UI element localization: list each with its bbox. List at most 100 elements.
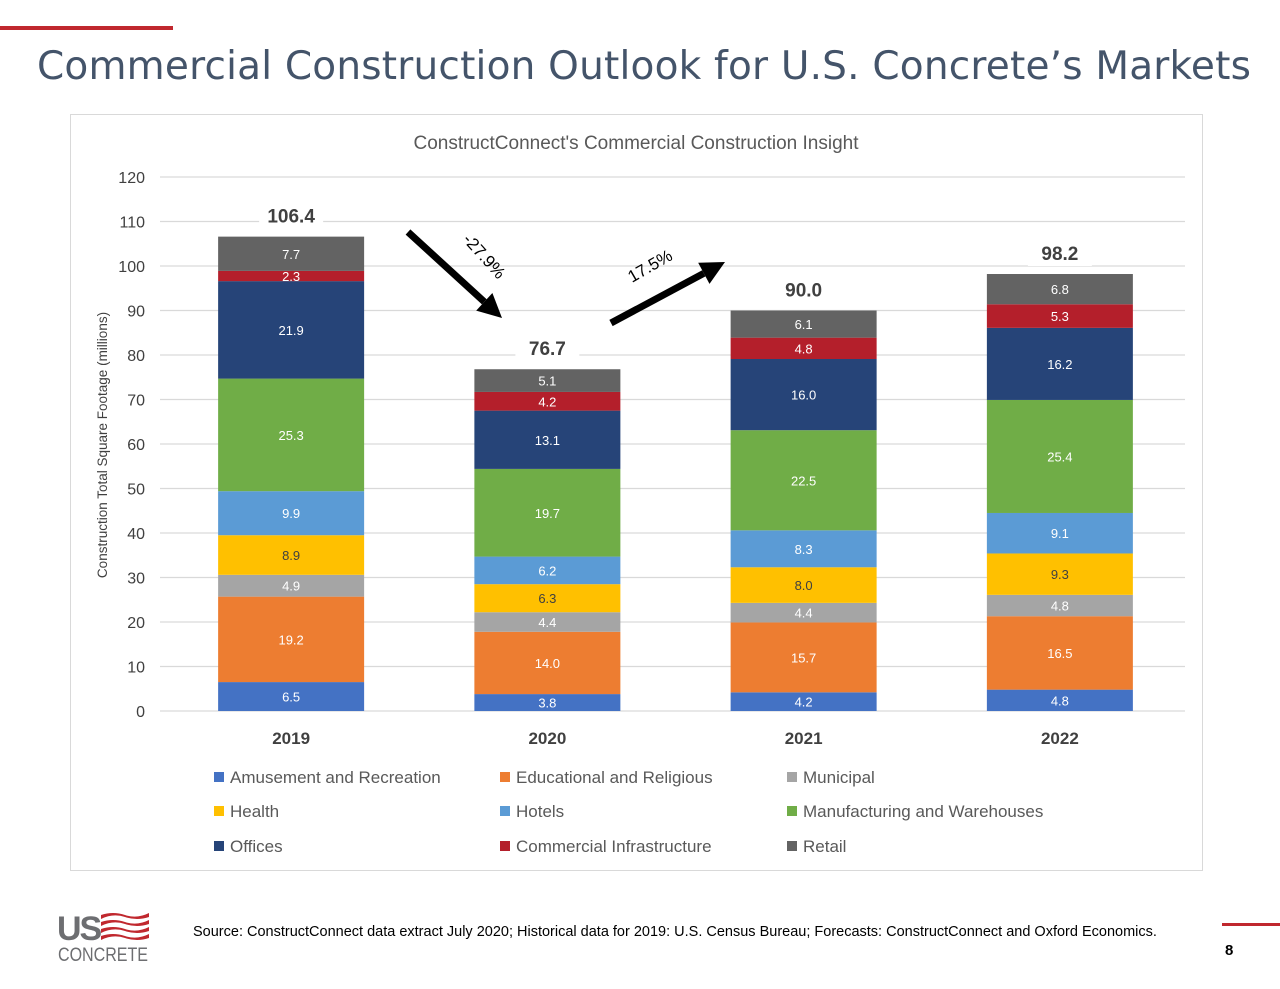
segment-label: 14.0 (535, 656, 560, 671)
total-label-bg (259, 202, 324, 229)
y-tick-label: 0 (136, 704, 145, 721)
y-axis-label: Construction Total Square Footage (milli… (95, 312, 110, 578)
source-note: Source: ConstructConnect data extract Ju… (193, 924, 1157, 940)
segment-label: 22.5 (791, 473, 816, 488)
bar-segment (730, 692, 877, 711)
svg-text:US: US (57, 910, 102, 948)
x-tick-label: 2020 (528, 729, 566, 748)
bar-segment (474, 391, 621, 411)
legend-swatch (787, 806, 797, 816)
legend-label: Municipal (803, 768, 875, 787)
x-tick-label: 2022 (1041, 729, 1079, 748)
legend-label: Educational and Religious (516, 768, 713, 787)
legend-swatch (214, 806, 224, 816)
segment-label: 6.3 (538, 591, 556, 606)
bar-segment (474, 612, 621, 632)
segment-label: 7.7 (282, 247, 300, 262)
bar-segment (730, 622, 877, 693)
legend-label: Manufacturing and Warehouses (803, 802, 1043, 821)
bar-segment (218, 491, 365, 536)
segment-label: 4.8 (795, 341, 813, 356)
total-label-bg (771, 276, 836, 303)
bar-segment (474, 631, 621, 695)
bar-segment (218, 535, 365, 575)
y-tick-label: 50 (127, 482, 145, 499)
bar-segment (730, 430, 877, 531)
legend-swatch (500, 806, 510, 816)
segment-label: 25.3 (278, 428, 303, 443)
bar-segment (218, 574, 365, 597)
legend-swatch (214, 841, 224, 851)
segment-label: 6.1 (795, 317, 813, 332)
segment-label: 16.0 (791, 388, 816, 403)
chart-title: ConstructConnect's Commercial Constructi… (413, 133, 859, 154)
svg-text:CONCRETE: CONCRETE (58, 945, 148, 965)
segment-label: 15.7 (791, 650, 816, 665)
legend-label: Retail (803, 837, 846, 856)
segment-label: 4.2 (795, 695, 813, 710)
growth-arrow-head (698, 262, 725, 284)
annotation-growth: 17.5% (625, 246, 676, 287)
bar-segment (474, 556, 621, 585)
segment-label: 16.2 (1047, 357, 1072, 372)
segment-label: 19.2 (278, 632, 303, 647)
x-tick-label: 2019 (272, 729, 310, 748)
bar-segment (218, 682, 365, 711)
segment-label: 5.1 (538, 374, 556, 389)
segment-label: 25.4 (1047, 449, 1072, 464)
bar-segment (986, 553, 1133, 595)
bar-segment (986, 689, 1133, 711)
accent-line-right (1222, 923, 1280, 926)
legend-swatch (214, 772, 224, 782)
y-tick-label: 100 (118, 259, 145, 276)
bar-segment (218, 270, 365, 282)
bar-segment (986, 512, 1133, 554)
decline-arrow-shaft (405, 229, 487, 305)
y-tick-label: 110 (119, 215, 145, 232)
bar-segment (730, 337, 877, 360)
total-label-bg (515, 335, 580, 362)
legend-swatch (787, 772, 797, 782)
legend-swatch (787, 841, 797, 851)
total-label-bg (1027, 240, 1092, 267)
segment-label: 5.3 (1051, 309, 1069, 324)
bar-segment (730, 359, 877, 431)
bar-segment (474, 468, 621, 557)
bar-segment (730, 567, 877, 603)
legend-label: Offices (230, 837, 283, 856)
segment-label: 3.8 (538, 696, 556, 711)
segment-label: 4.4 (795, 606, 813, 621)
y-tick-label: 10 (127, 660, 145, 677)
segment-label: 4.8 (1051, 599, 1069, 614)
segment-label: 4.2 (538, 394, 556, 409)
bar-segment (730, 530, 877, 568)
segment-label: 19.7 (535, 506, 560, 521)
total-label: 76.7 (529, 339, 566, 360)
bar-segment (474, 410, 621, 469)
y-tick-label: 30 (127, 571, 145, 588)
annotation-decline: -27.9% (459, 230, 509, 283)
segment-label: 6.8 (1051, 282, 1069, 297)
accent-line-top (0, 26, 173, 30)
chart-frame (70, 114, 1203, 871)
segment-label: 13.1 (535, 433, 560, 448)
segment-label: 4.8 (1051, 693, 1069, 708)
segment-label: 8.0 (795, 578, 813, 593)
bar-segment (218, 378, 365, 492)
total-label: 106.4 (267, 207, 315, 228)
total-label: 90.0 (785, 281, 822, 302)
segment-label: 16.5 (1047, 646, 1072, 661)
y-tick-label: 20 (127, 615, 145, 632)
y-tick-label: 80 (127, 348, 145, 365)
bar-segment (986, 594, 1133, 617)
segment-label: 2.3 (282, 269, 300, 284)
y-tick-label: 90 (127, 304, 145, 321)
segment-label: 4.4 (538, 615, 556, 630)
legend-swatch (500, 841, 510, 851)
bar-segment (474, 584, 621, 613)
bar-segment (218, 281, 365, 379)
bar-segment (986, 304, 1133, 328)
legend-swatch (500, 772, 510, 782)
page-title: Commercial Construction Outlook for U.S.… (37, 44, 1252, 89)
bar-segment (730, 602, 877, 623)
